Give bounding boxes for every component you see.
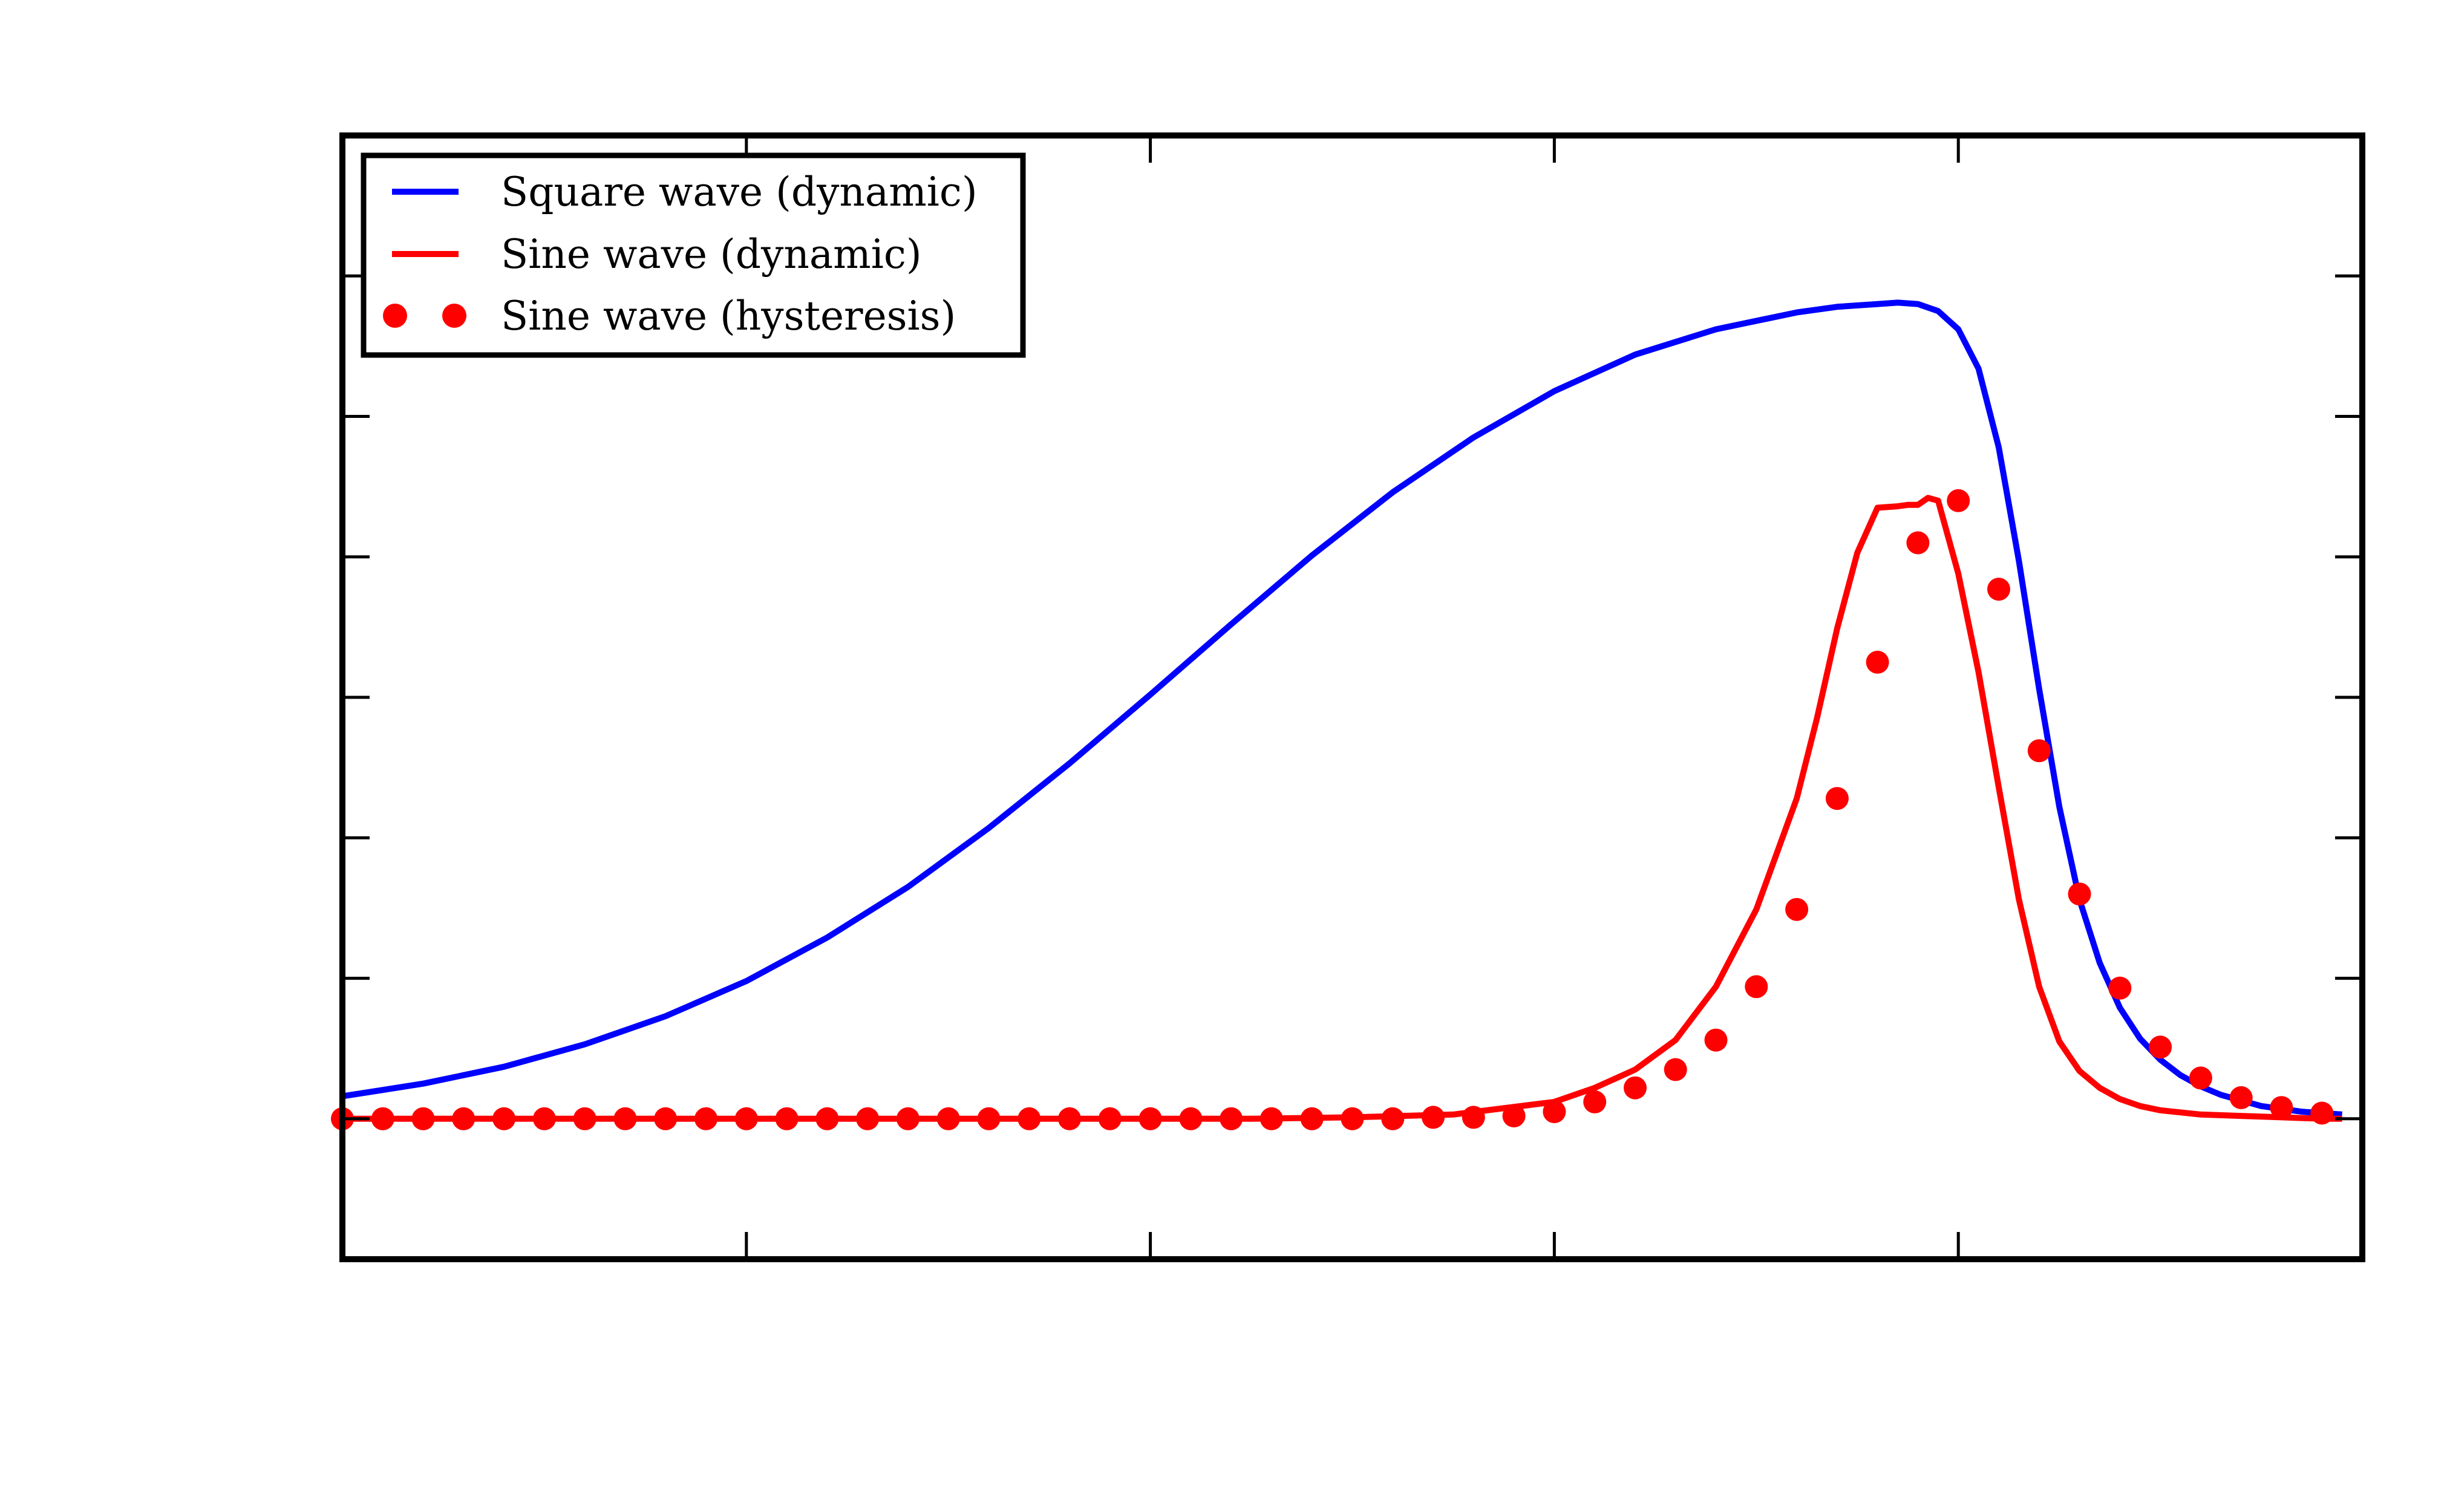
series-marker-sine-wave-hysteresis-45 [2149, 1035, 2172, 1059]
legend-marker-sine-hysteresis-2 [442, 304, 466, 328]
series-marker-sine-wave-hysteresis-32 [1624, 1076, 1647, 1100]
series-marker-sine-wave-hysteresis-26 [1381, 1107, 1405, 1130]
series-marker-sine-wave-hysteresis-39 [1906, 531, 1930, 555]
series-marker-sine-wave-hysteresis-2 [411, 1107, 435, 1130]
series-marker-sine-wave-hysteresis-40 [1947, 489, 1970, 512]
series-marker-sine-wave-hysteresis-28 [1462, 1106, 1485, 1129]
legend-label-sine-hysteresis: Sine wave (hysteresis) [501, 293, 956, 339]
series-marker-sine-wave-hysteresis-23 [1259, 1107, 1283, 1130]
series-marker-sine-wave-hysteresis-21 [1179, 1107, 1203, 1130]
series-marker-sine-wave-hysteresis-48 [2270, 1096, 2293, 1119]
series-marker-sine-wave-hysteresis-17 [1018, 1107, 1041, 1130]
series-marker-sine-wave-hysteresis-19 [1098, 1107, 1122, 1130]
series-marker-sine-wave-hysteresis-34 [1704, 1028, 1728, 1052]
series-marker-sine-wave-hysteresis-46 [2189, 1066, 2212, 1090]
series-marker-sine-wave-hysteresis-25 [1341, 1107, 1364, 1130]
series-marker-sine-wave-hysteresis-12 [815, 1107, 839, 1130]
series-marker-sine-wave-hysteresis-44 [2108, 976, 2132, 1000]
legend-box [361, 152, 1026, 358]
legend-marker-sine-hysteresis-1 [383, 304, 407, 328]
series-marker-sine-wave-hysteresis-30 [1543, 1100, 1566, 1124]
series-marker-sine-wave-hysteresis-42 [2027, 739, 2051, 763]
series-marker-sine-wave-hysteresis-15 [936, 1107, 960, 1130]
series-marker-sine-wave-hysteresis-6 [573, 1107, 596, 1130]
plot-frame [339, 132, 2365, 1262]
series-marker-sine-wave-hysteresis-13 [856, 1107, 880, 1130]
series-marker-sine-wave-hysteresis-8 [654, 1107, 678, 1130]
ticks-layer [342, 135, 2362, 1259]
series-marker-sine-wave-hysteresis-4 [492, 1107, 516, 1130]
series-marker-sine-wave-hysteresis-22 [1220, 1107, 1243, 1130]
series-marker-sine-wave-hysteresis-27 [1422, 1106, 1445, 1129]
series-marker-sine-wave-hysteresis-1 [371, 1107, 394, 1130]
series-marker-sine-wave-hysteresis-33 [1664, 1058, 1687, 1081]
series-marker-sine-wave-hysteresis-3 [452, 1107, 475, 1130]
series-marker-sine-wave-hysteresis-10 [734, 1107, 758, 1130]
series-marker-sine-wave-hysteresis-47 [2229, 1086, 2253, 1109]
series-marker-sine-wave-hysteresis-36 [1785, 898, 1809, 921]
series-marker-sine-wave-hysteresis-20 [1139, 1107, 1162, 1130]
series-marker-sine-wave-hysteresis-43 [2068, 882, 2091, 906]
series-marker-sine-wave-hysteresis-37 [1825, 787, 1849, 810]
series-marker-sine-wave-hysteresis-24 [1300, 1107, 1324, 1130]
series-marker-sine-wave-hysteresis-38 [1866, 650, 1889, 674]
series-marker-sine-wave-hysteresis-18 [1058, 1107, 1081, 1130]
series-marker-sine-wave-hysteresis-7 [613, 1107, 637, 1130]
series-marker-sine-wave-hysteresis-14 [896, 1107, 920, 1130]
series-marker-sine-wave-hysteresis-49 [2310, 1101, 2334, 1125]
series-marker-sine-wave-hysteresis-16 [977, 1107, 1001, 1130]
series-marker-sine-wave-hysteresis-29 [1502, 1104, 1526, 1128]
legend: Square wave (dynamic) Sine wave (dynamic… [361, 152, 1026, 358]
series-marker-sine-wave-hysteresis-35 [1745, 975, 1768, 999]
series-marker-sine-wave-hysteresis-5 [532, 1107, 556, 1130]
legend-label-sine-dynamic: Sine wave (dynamic) [501, 231, 922, 278]
series-marker-sine-wave-hysteresis-41 [1987, 578, 2010, 601]
series-marker-sine-wave-hysteresis-31 [1583, 1090, 1607, 1113]
legend-label-square-wave: Square wave (dynamic) [501, 169, 978, 215]
series-marker-sine-wave-hysteresis-11 [775, 1107, 799, 1130]
series-marker-sine-wave-hysteresis-9 [694, 1107, 717, 1130]
series-layer [331, 299, 2342, 1130]
